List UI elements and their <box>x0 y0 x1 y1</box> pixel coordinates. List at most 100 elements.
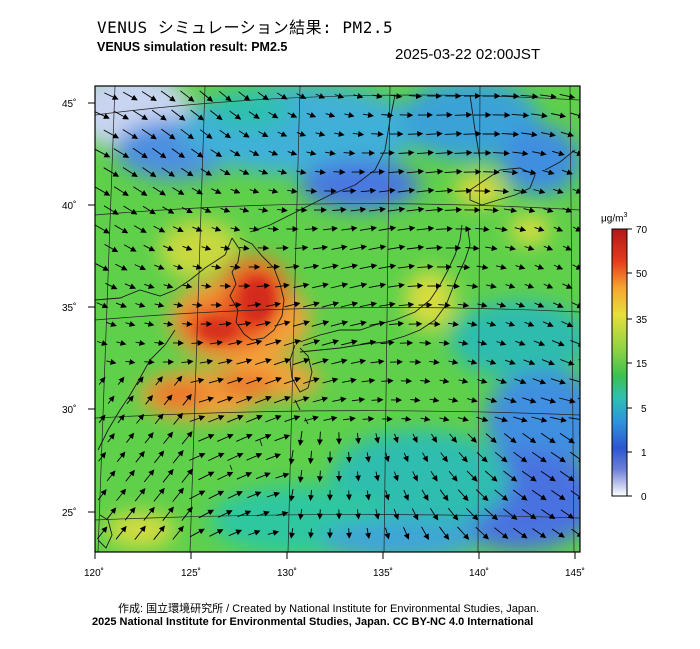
colorbar-tick-5: 5 <box>641 404 647 415</box>
wind-arrow <box>392 433 399 444</box>
wind-arrow <box>559 432 575 444</box>
wind-arrow <box>365 527 371 539</box>
wind-arrow <box>330 282 349 289</box>
wind-arrow <box>371 396 384 403</box>
wind-arrow <box>113 148 130 158</box>
wind-arrow <box>256 282 271 289</box>
wind-arrow <box>417 263 434 270</box>
wind-arrow <box>407 130 424 137</box>
wind-arrow <box>416 187 435 194</box>
wind-arrow <box>578 432 580 435</box>
wind-arrow <box>531 416 548 423</box>
wind-arrow <box>352 131 365 138</box>
wind-arrow <box>152 147 167 159</box>
wind-arrow <box>173 412 184 425</box>
wind-arrow <box>485 397 498 404</box>
wind-arrow <box>582 246 590 250</box>
wind-arrow <box>477 378 488 384</box>
wind-arrow <box>307 450 314 465</box>
wind-arrow <box>390 93 403 100</box>
wind-arrow <box>503 508 518 520</box>
wind-arrow <box>248 111 260 119</box>
wind-arrow <box>199 90 214 102</box>
wind-arrow <box>191 339 204 346</box>
wind-arrow <box>107 433 115 443</box>
coastlines <box>95 94 576 549</box>
wind-arrow <box>302 339 321 346</box>
wind-arrow <box>256 510 270 517</box>
wind-arrow <box>182 320 193 327</box>
wind-arrow <box>550 112 567 119</box>
wind-arrow <box>579 93 580 95</box>
wind-arrow <box>562 207 573 213</box>
wind-arrow <box>265 301 281 308</box>
wind-arrow <box>144 283 155 289</box>
wind-arrow <box>429 359 440 365</box>
wind-arrow <box>343 415 356 422</box>
wind-arrow <box>308 528 315 539</box>
wind-arrow <box>201 245 212 251</box>
wind-arrow <box>237 320 252 327</box>
wind-arrow <box>218 90 232 102</box>
wind-arrow <box>249 187 260 194</box>
wind-arrow <box>144 358 155 365</box>
wind-arrow <box>383 452 390 463</box>
lon-label-135: 135˚ <box>373 567 393 579</box>
wind-arrow <box>475 226 490 233</box>
wind-arrow <box>496 340 507 346</box>
wind-arrow <box>293 282 310 289</box>
wind-arrow <box>228 339 243 346</box>
wind-arrow <box>122 129 139 140</box>
wind-arrow <box>316 470 323 483</box>
wind-arrow <box>388 282 405 289</box>
wind-arrow <box>296 93 307 99</box>
wind-arrow <box>208 490 225 500</box>
wind-arrow <box>322 263 339 270</box>
wind-arrow <box>115 302 127 308</box>
wind-arrow <box>403 527 410 540</box>
wind-arrow <box>467 358 478 365</box>
wind-arrow <box>143 469 155 483</box>
wind-arrow <box>117 414 125 424</box>
wind-arrow <box>191 148 204 158</box>
wind-arrow <box>180 90 195 102</box>
wind-arrow <box>249 150 260 156</box>
wind-arrow <box>439 489 449 502</box>
wind-arrow <box>181 431 193 445</box>
wind-arrow <box>411 508 419 521</box>
wind-arrow <box>562 283 573 289</box>
lon-label-145: 145˚ <box>565 567 585 579</box>
wind-arrow <box>106 470 116 482</box>
wind-arrow <box>494 451 508 463</box>
wind-arrow <box>161 167 176 177</box>
wind-arrow <box>323 225 338 232</box>
wind-arrow <box>239 244 250 251</box>
wind-arrow <box>534 302 545 308</box>
wind-arrow <box>211 263 222 270</box>
wind-arrow <box>132 110 148 121</box>
wind-arrow <box>236 395 253 404</box>
wind-arrow <box>273 358 291 366</box>
wind-arrow <box>154 339 165 346</box>
wind-arrow <box>484 470 498 482</box>
wind-arrow <box>559 93 576 100</box>
wind-arrow <box>513 527 528 539</box>
wind-arrow <box>331 358 348 365</box>
wind-arrow <box>542 321 554 327</box>
wind-arrow <box>571 528 580 538</box>
wind-arrow <box>446 283 460 290</box>
wind-arrow <box>333 169 346 176</box>
wind-arrow <box>219 129 232 139</box>
wind-arrow <box>135 302 146 308</box>
wind-arrow <box>104 244 119 253</box>
wind-arrow <box>274 434 291 442</box>
wind-arrow <box>495 264 507 270</box>
wind-arrow <box>154 413 164 425</box>
wind-arrow <box>475 526 489 540</box>
wind-arrow <box>198 396 215 403</box>
wind-arrow <box>515 340 526 346</box>
wind-arrow <box>522 397 537 404</box>
wind-arrow <box>303 263 320 270</box>
wind-arrow <box>373 471 380 482</box>
